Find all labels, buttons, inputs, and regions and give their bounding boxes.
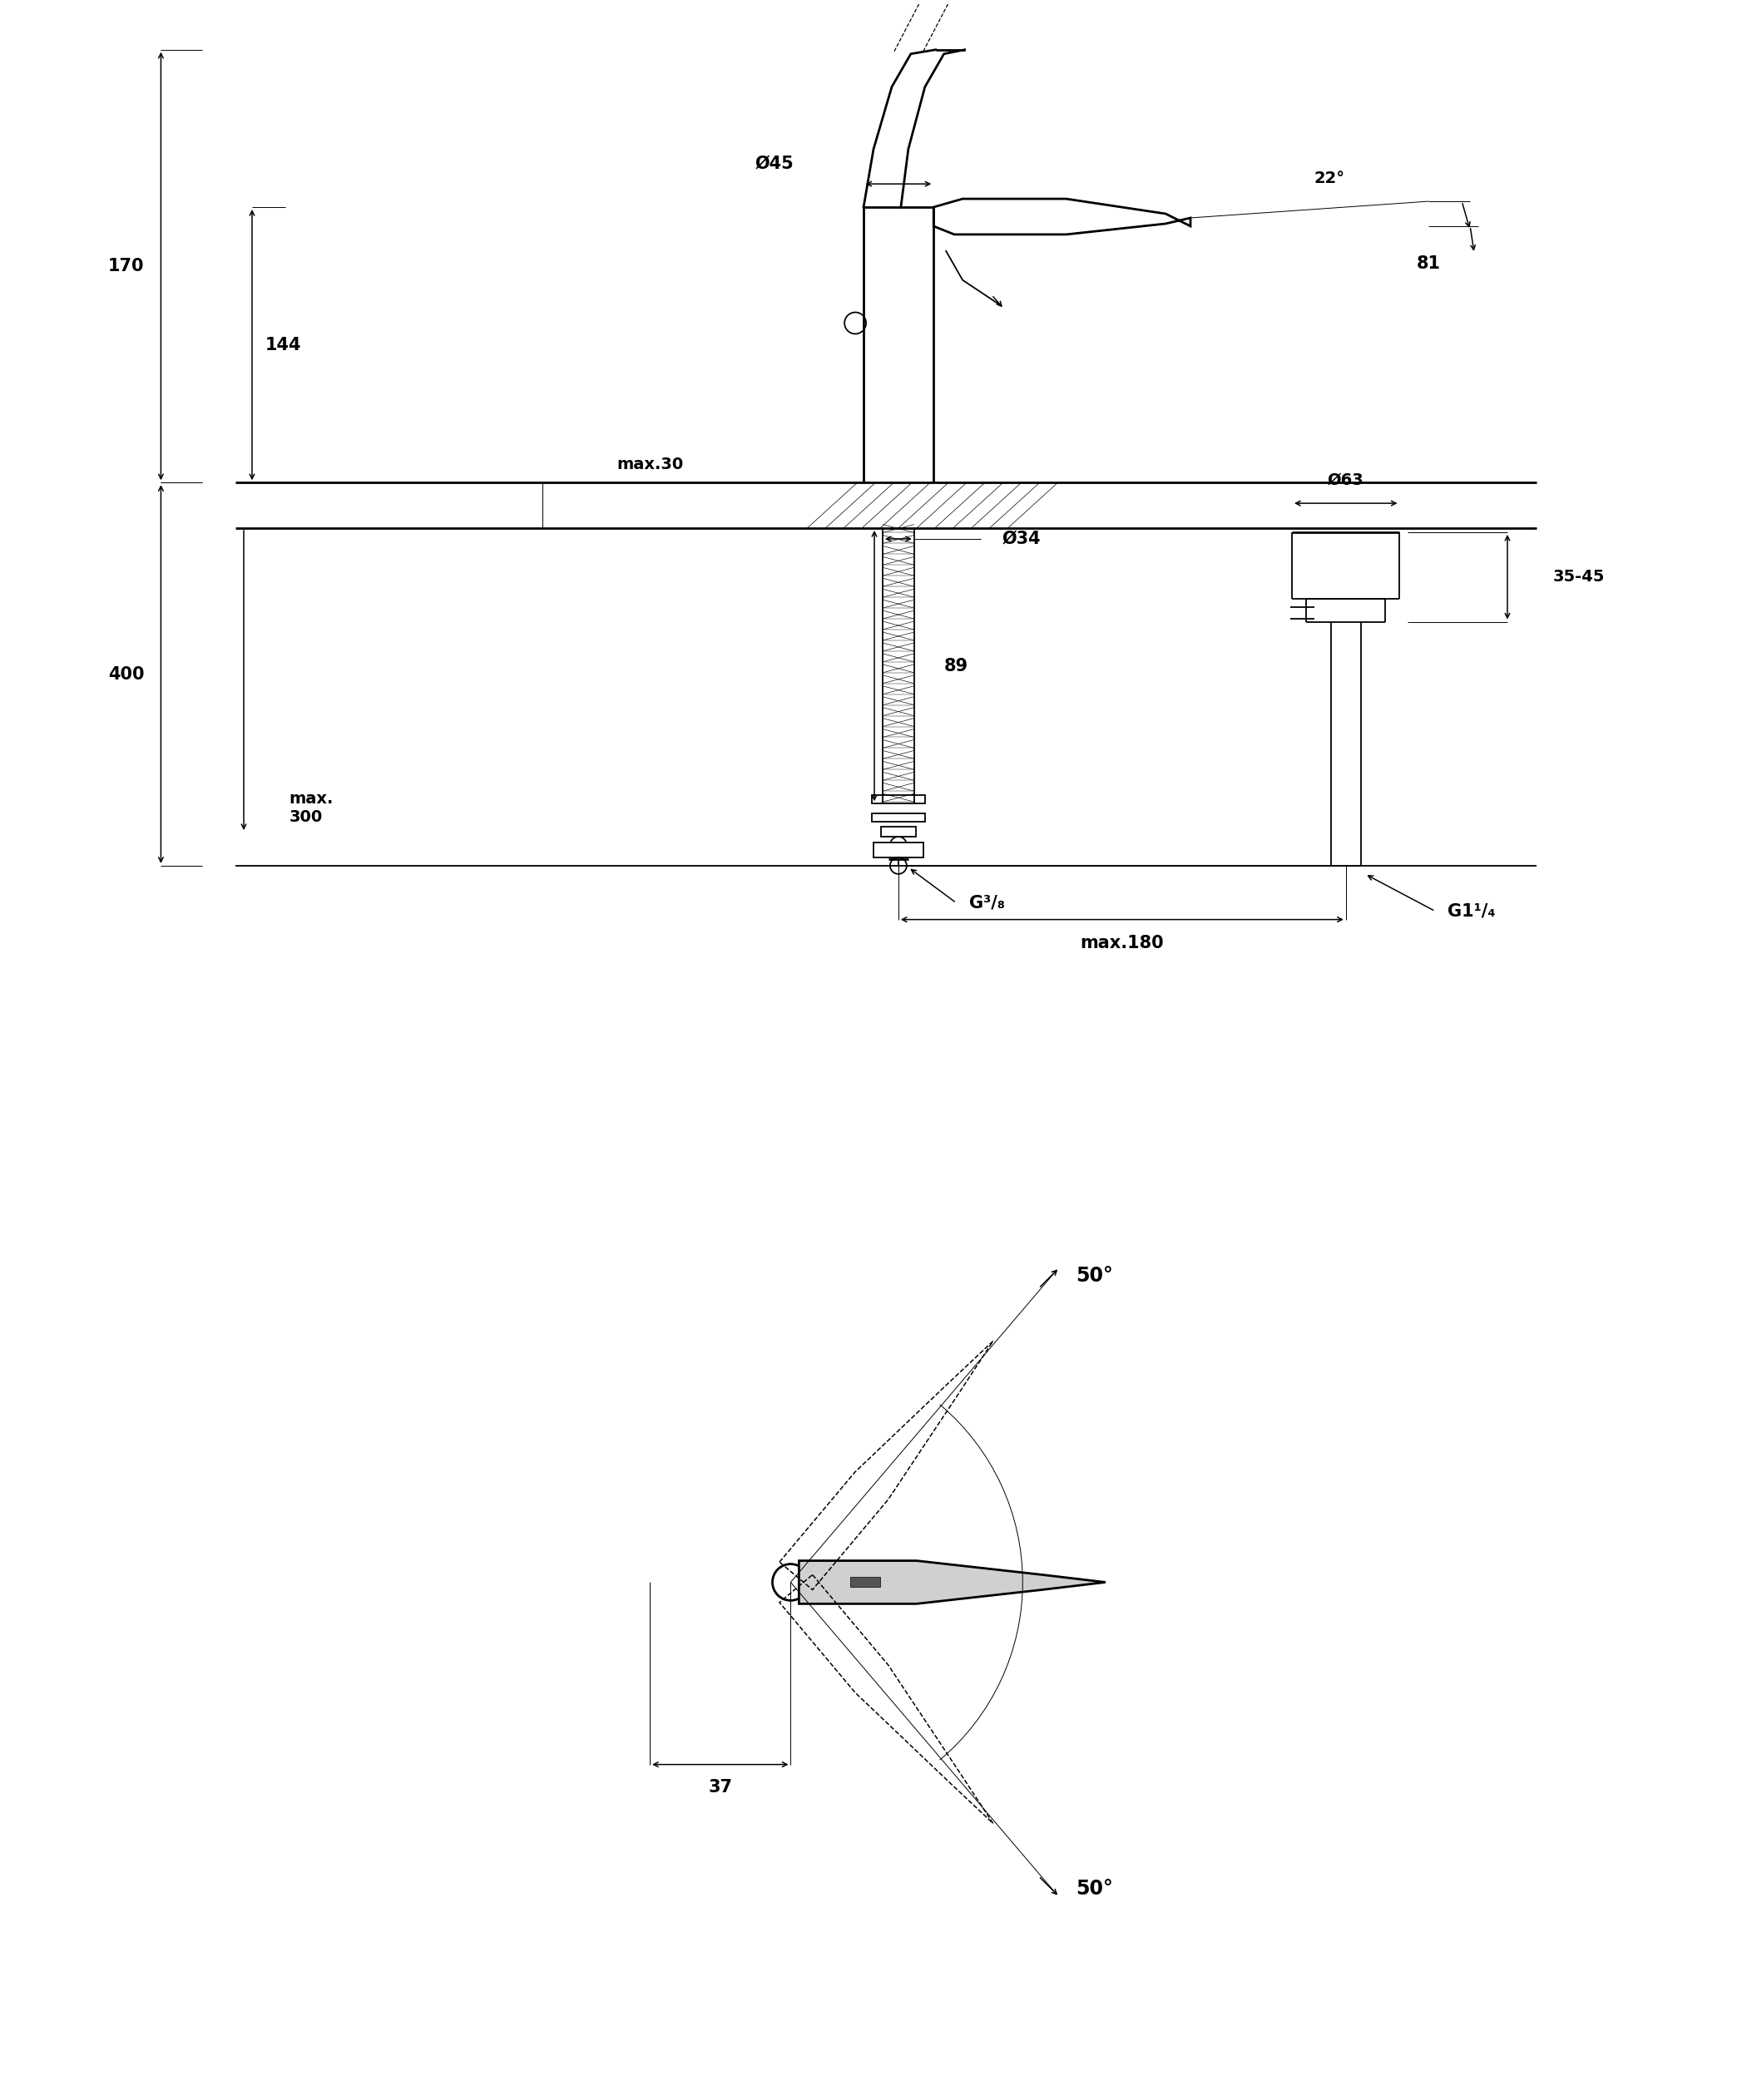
Text: 144: 144	[266, 336, 301, 353]
Text: 170: 170	[109, 258, 144, 275]
Polygon shape	[881, 827, 916, 836]
Polygon shape	[871, 796, 925, 804]
Text: 22°: 22°	[1314, 170, 1346, 187]
Polygon shape	[874, 842, 923, 857]
Text: 81: 81	[1417, 254, 1440, 271]
Polygon shape	[799, 1560, 1106, 1604]
Text: Ø34: Ø34	[1002, 531, 1041, 548]
Text: 50°: 50°	[1076, 1266, 1113, 1285]
Text: max.180: max.180	[1081, 934, 1163, 951]
Text: max.
300: max. 300	[289, 790, 333, 825]
Text: 50°: 50°	[1076, 1880, 1113, 1898]
Circle shape	[890, 857, 906, 874]
Text: max.30: max.30	[617, 456, 683, 472]
Text: G1¹/₄: G1¹/₄	[1447, 903, 1496, 920]
Text: 37: 37	[708, 1779, 732, 1795]
Text: G³/₈: G³/₈	[969, 895, 1004, 911]
Text: Ø45: Ø45	[755, 155, 794, 172]
Text: 400: 400	[109, 666, 144, 682]
Text: Ø63: Ø63	[1328, 472, 1365, 487]
Text: 35-45: 35-45	[1552, 569, 1605, 586]
Polygon shape	[850, 1577, 880, 1588]
Text: 89: 89	[944, 657, 969, 674]
Polygon shape	[871, 813, 925, 821]
